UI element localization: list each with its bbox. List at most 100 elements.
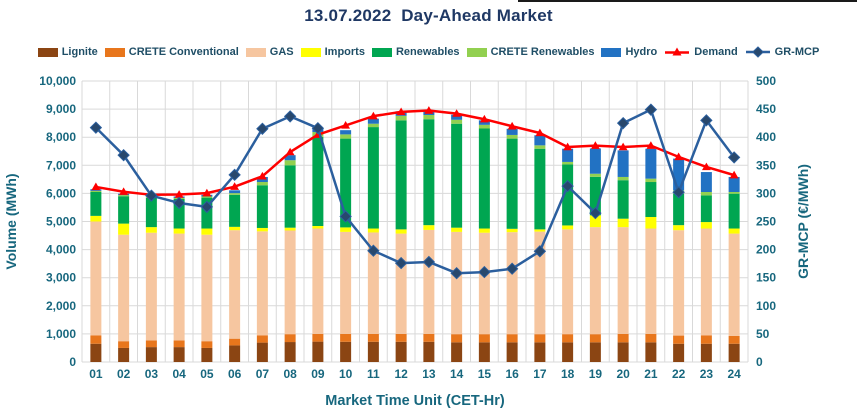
bar-segment-lignite: [700, 343, 712, 362]
bar-segment-gas: [395, 233, 407, 334]
y-tick-label-right: 0: [756, 355, 763, 369]
bar-segment-crete-conventional: [506, 334, 518, 343]
legend: Lignite CRETE Conventional GAS Imports Renew…: [0, 44, 857, 60]
bar-segment-lignite: [506, 342, 518, 362]
legend-label-renewables: Renewables: [395, 46, 460, 58]
legend-swatch-demand: [665, 47, 690, 56]
bar-segment-gas: [90, 221, 102, 336]
bar-segment-crete-renewables: [118, 195, 130, 197]
bar-segment-crete-renewables: [201, 196, 213, 198]
gr-mcp-marker: [394, 256, 408, 270]
bar-segment-gas: [367, 232, 379, 334]
bar-segment-gas: [201, 234, 213, 342]
y-tick-label-left: 7,000: [46, 158, 76, 172]
y-axis-left-title: Volume (MWh): [3, 173, 19, 269]
y-tick-label-right: 250: [756, 215, 776, 229]
bar-segment-renewables: [284, 165, 296, 228]
bar-segment-imports: [728, 228, 740, 234]
x-tick-label: 21: [644, 367, 658, 381]
gr-mcp-marker: [450, 266, 463, 280]
bar-segment-lignite: [451, 342, 463, 362]
gr-mcp-marker: [89, 121, 103, 134]
demand-marker: [674, 152, 684, 161]
demand-marker: [535, 128, 545, 137]
bar-segment-hydro: [534, 135, 546, 146]
bar-segment-crete-conventional: [534, 334, 546, 343]
bar-segment-lignite: [256, 342, 268, 362]
x-tick-label: 20: [616, 367, 630, 381]
bar-segment-gas: [506, 232, 518, 335]
bar-segment-renewables: [312, 136, 324, 226]
bar-segment-imports: [534, 229, 546, 232]
bar-segment-crete-conventional: [201, 341, 213, 348]
demand-marker: [119, 187, 129, 195]
y-tick-label-right: 400: [756, 130, 776, 144]
bar-segment-imports: [201, 228, 213, 235]
bar-segment-lignite: [284, 342, 296, 362]
bar-segment-gas: [562, 229, 574, 335]
y-tick-label-right: 450: [756, 102, 776, 116]
x-tick-label: 18: [561, 367, 575, 381]
bar-segment-gas: [312, 228, 324, 334]
demand-marker: [230, 182, 240, 190]
gr-mcp-marker: [172, 196, 186, 210]
gr-mcp-marker: [505, 262, 519, 275]
legend-item-imports: Imports: [300, 46, 365, 58]
bar-segment-hydro: [645, 148, 657, 179]
y-tick-label-left: 2,000: [46, 299, 76, 313]
bar-segment-imports: [423, 225, 435, 230]
y-tick-label-right: 350: [756, 158, 776, 172]
bar-segment-imports: [118, 223, 130, 235]
demand-marker: [341, 120, 351, 129]
bar-segment-lignite: [728, 343, 740, 362]
bar-segment-imports: [617, 218, 629, 228]
bar-segment-hydro: [700, 172, 712, 192]
y-tick-label-left: 6,000: [46, 186, 76, 200]
bar-segment-lignite: [90, 343, 102, 362]
bar-segment-hydro: [229, 190, 241, 194]
bar-segment-lignite: [673, 343, 685, 362]
bar-segment-imports: [589, 215, 601, 228]
gr-mcp-marker: [145, 189, 158, 202]
bar-segment-crete-conventional: [173, 340, 185, 348]
demand-marker: [396, 107, 406, 116]
bar-segment-lignite: [118, 347, 130, 362]
x-tick-label: 09: [311, 367, 325, 381]
bar-segment-crete-renewables: [728, 191, 740, 194]
y-tick-label-right: 500: [756, 74, 776, 88]
bar-segment-gas: [617, 227, 629, 334]
legend-swatch-gr-mcp: [745, 46, 770, 58]
legend-label-crete-conventional: CRETE Conventional: [128, 46, 239, 58]
bar-segment-crete-conventional: [645, 333, 657, 343]
bar-segment-lignite: [423, 341, 435, 362]
bar-segment-renewables: [534, 148, 546, 230]
gr-mcp-marker: [672, 186, 685, 199]
y-tick-label-right: 150: [756, 271, 776, 285]
x-tick-label: 02: [117, 367, 131, 381]
bar-segment-gas: [700, 228, 712, 336]
legend-label-demand: Demand: [694, 46, 738, 58]
bar-segment-crete-renewables: [700, 191, 712, 196]
legend-item-crete-conventional: CRETE Conventional: [104, 46, 239, 58]
bar-segment-gas: [728, 233, 740, 336]
gr-mcp-marker: [311, 122, 325, 135]
y-tick-label-left: 5,000: [46, 215, 76, 229]
legend-swatch-hydro: [601, 47, 622, 57]
bar-segment-gas: [534, 231, 546, 335]
legend-label-lignite: Lignite: [61, 46, 98, 58]
demand-marker: [563, 142, 573, 151]
gr-mcp-marker: [339, 210, 352, 223]
x-tick-label: 22: [672, 367, 686, 381]
bar-segment-gas: [145, 232, 157, 341]
bar-segment-renewables: [118, 196, 130, 224]
bar-segment-crete-conventional: [395, 333, 407, 342]
legend-item-renewables: Renewables: [371, 46, 460, 58]
bar-segment-imports: [700, 222, 712, 229]
x-tick-label: 01: [89, 367, 103, 381]
bar-segment-lignite: [562, 342, 574, 362]
bar-segment-gas: [589, 227, 601, 335]
demand-line: [95, 109, 735, 197]
bar-segment-renewables: [145, 197, 157, 228]
demand-marker: [368, 111, 378, 120]
bar-segment-imports: [312, 225, 324, 229]
